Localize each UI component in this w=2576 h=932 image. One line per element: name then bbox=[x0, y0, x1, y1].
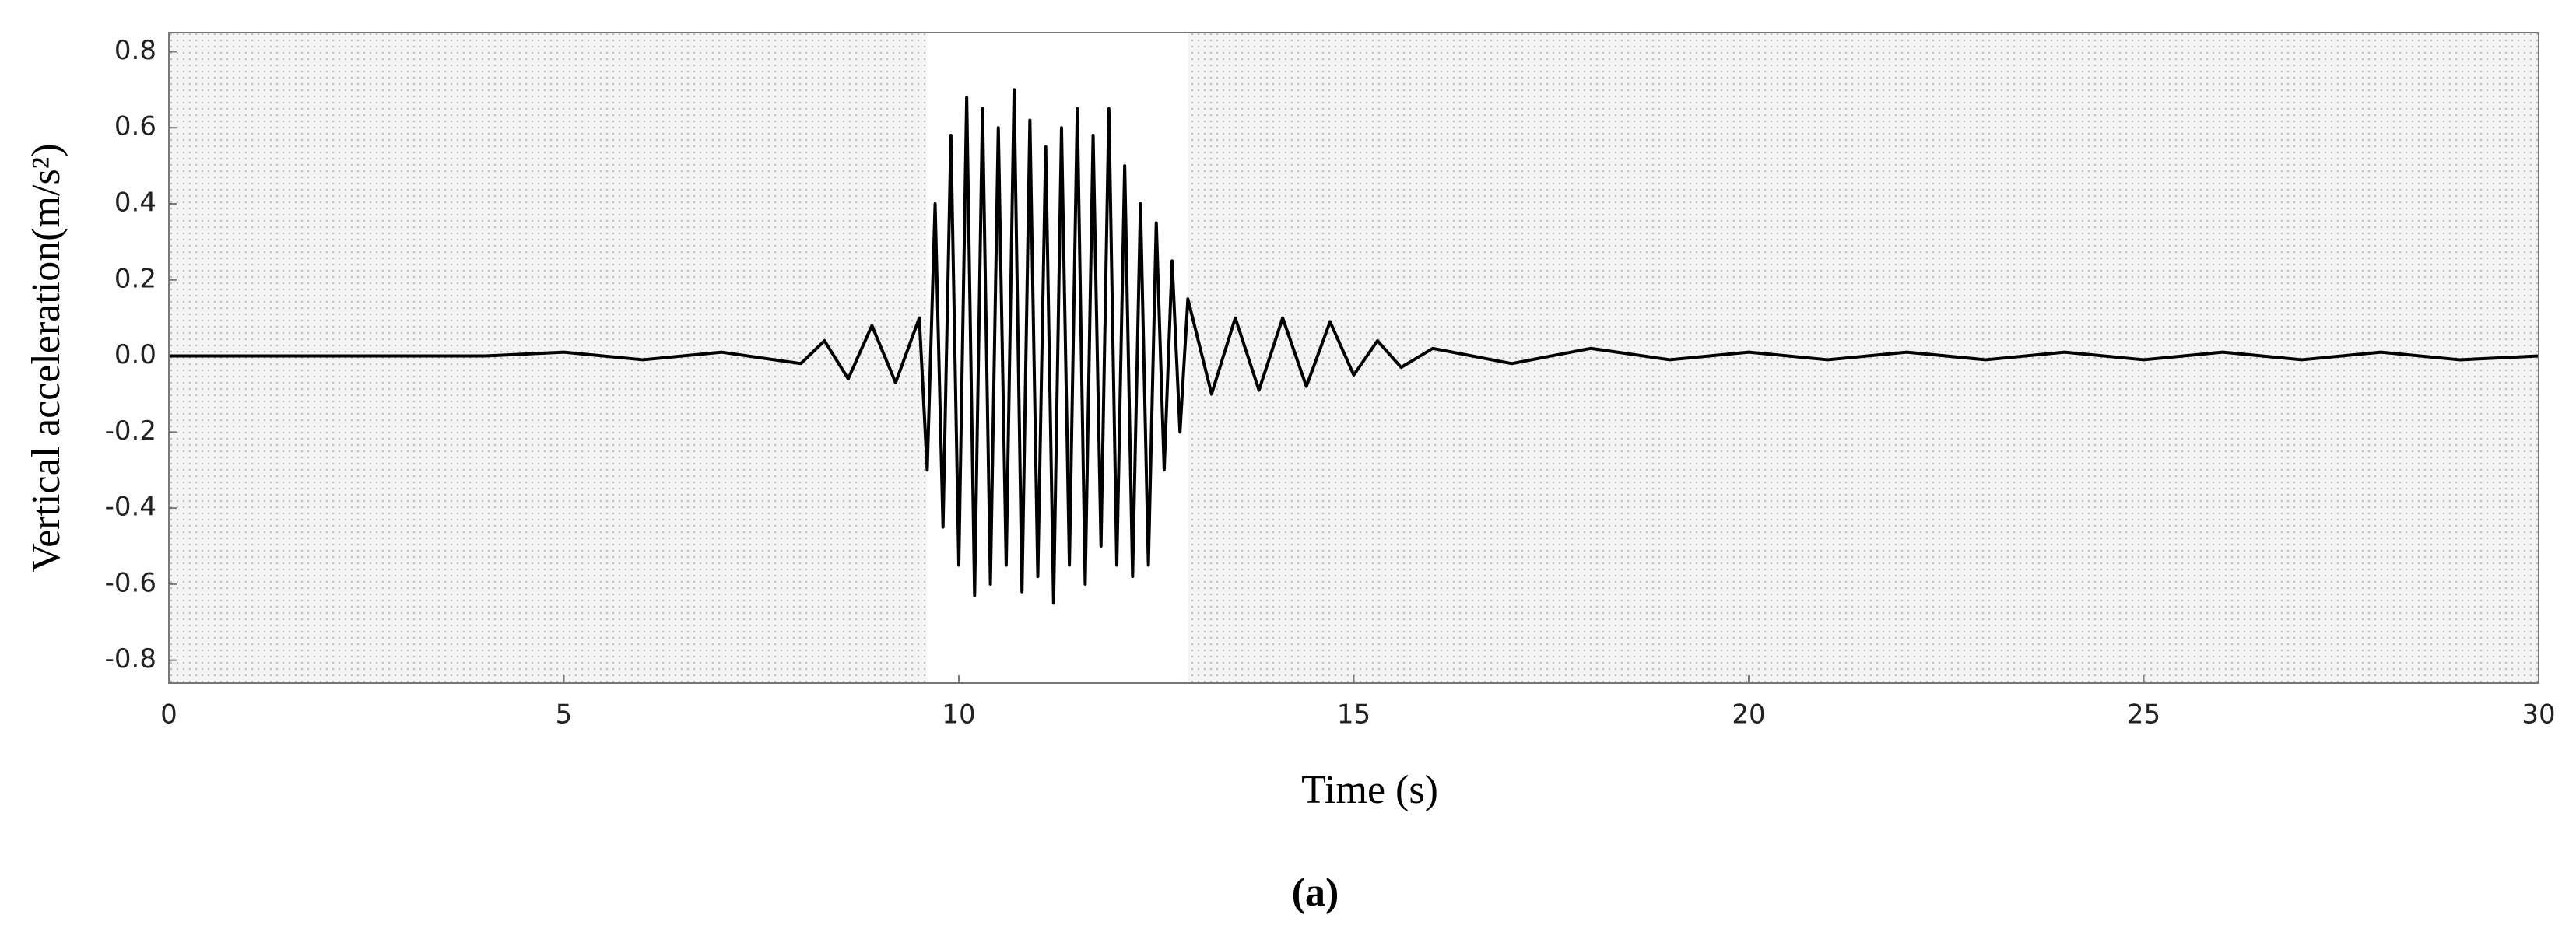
y-axis-label: Vertical acceleration(m/s²) bbox=[24, 143, 68, 572]
y-tick-label: 0.6 bbox=[114, 111, 156, 142]
x-tick-label: 15 bbox=[1337, 699, 1370, 731]
x-tick-label: 10 bbox=[942, 699, 975, 731]
y-tick-label: 0.8 bbox=[114, 35, 156, 66]
y-tick-label: 0.0 bbox=[114, 339, 156, 370]
x-tick-label: 30 bbox=[2522, 699, 2555, 731]
x-tick-label: 0 bbox=[160, 699, 177, 731]
x-axis-label: Time (s) bbox=[1301, 768, 1438, 812]
y-tick-label: -0.4 bbox=[105, 492, 156, 523]
y-tick-label: 0.4 bbox=[114, 187, 156, 219]
x-tick-label: 25 bbox=[2127, 699, 2160, 731]
caption: (a) bbox=[1292, 871, 1339, 915]
x-tick-label: 20 bbox=[1732, 699, 1765, 731]
plot-background bbox=[169, 33, 2539, 683]
y-tick-label: -0.6 bbox=[105, 567, 156, 598]
plot-frame bbox=[168, 32, 2539, 684]
signal-line bbox=[169, 88, 2539, 605]
x-tick-label: 5 bbox=[556, 699, 573, 731]
y-tick-label: -0.2 bbox=[105, 415, 156, 447]
y-tick-label: -0.8 bbox=[105, 643, 156, 674]
y-tick-label: 0.2 bbox=[114, 263, 156, 294]
